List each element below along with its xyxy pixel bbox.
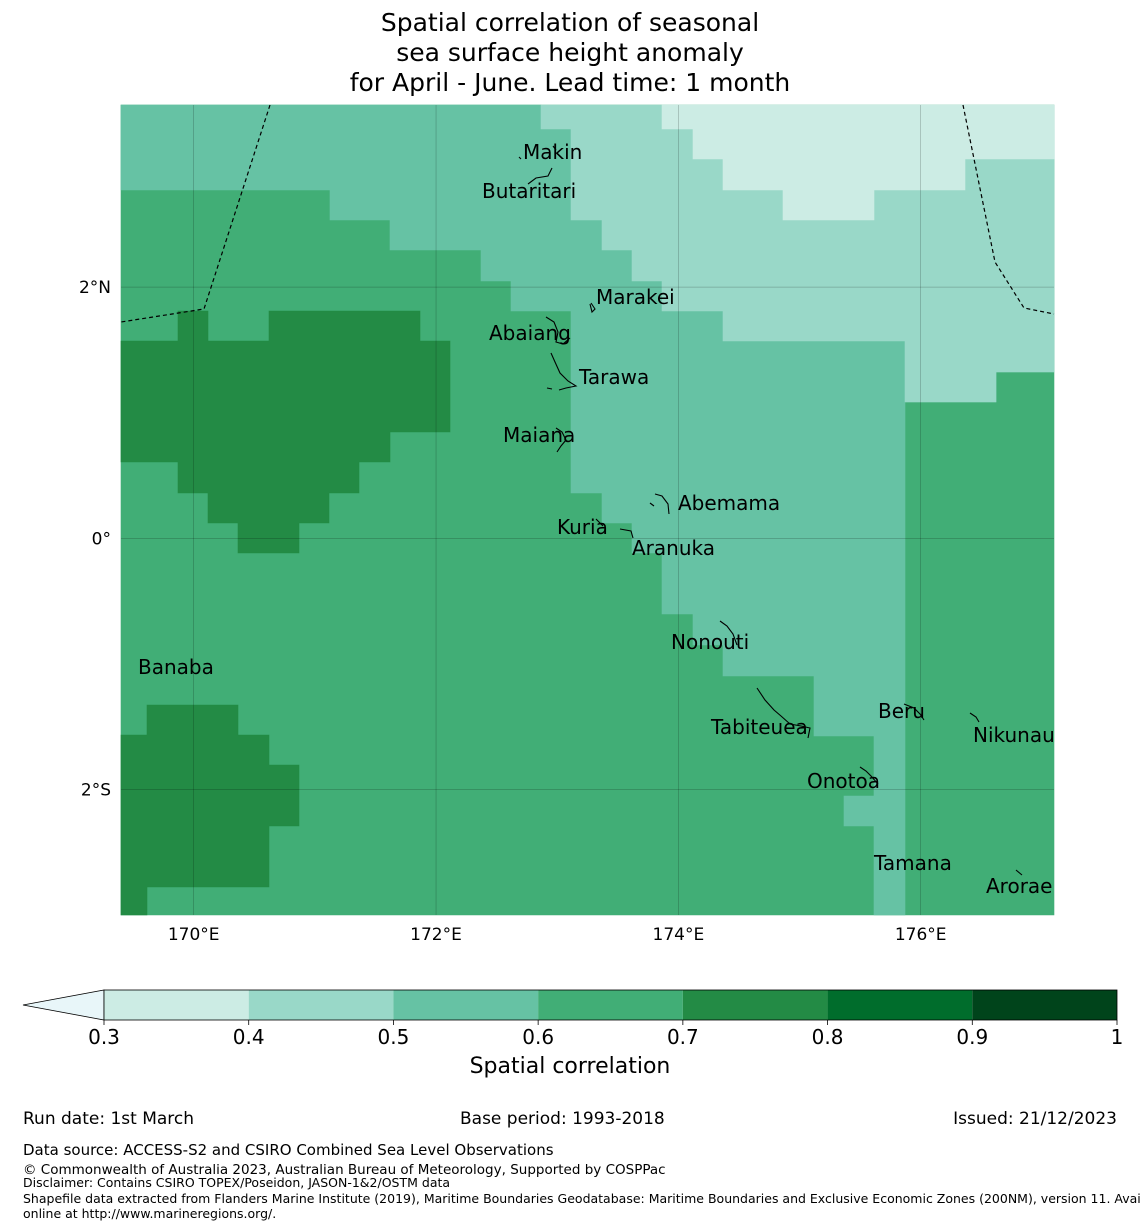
lon-tick-label: 176°E bbox=[895, 925, 947, 945]
colorbar-tick-label: 0.7 bbox=[667, 1025, 699, 1049]
colorbar-tick-label: 1 bbox=[1111, 1025, 1124, 1049]
island-labels: Makin Butaritari Marakei Abaiang Tarawa Maian… bbox=[138, 140, 1055, 898]
island-coastline bbox=[649, 502, 655, 507]
colorbar-tick-label: 0.5 bbox=[378, 1025, 410, 1049]
lat-tick-label: 2°N bbox=[79, 278, 111, 298]
island-coastline bbox=[518, 156, 522, 160]
lat-tick-label: 2°S bbox=[81, 780, 111, 800]
island-label: Marakei bbox=[596, 285, 675, 309]
lon-tick-label: 172°E bbox=[410, 925, 462, 945]
island-coastline bbox=[756, 687, 811, 739]
map-title-line-3: for April - June. Lead time: 1 month bbox=[349, 68, 791, 97]
colorbar-tick-label: 0.3 bbox=[88, 1025, 120, 1049]
island-coastline bbox=[859, 766, 879, 785]
colorbar-tick-label: 0.6 bbox=[522, 1025, 554, 1049]
island-label: Beru bbox=[878, 699, 925, 723]
island-coastline bbox=[903, 703, 925, 721]
island-label: Banaba bbox=[138, 655, 214, 679]
colorbar-swatch bbox=[682, 990, 828, 1020]
colorbar-swatch bbox=[538, 990, 683, 1020]
correlation-map: Makin Butaritari Marakei Abaiang Tarawa Maian… bbox=[79, 104, 1055, 945]
lat-tick-label: 0° bbox=[92, 529, 111, 549]
island-label: Tabiteuea bbox=[710, 715, 808, 739]
island-coastline bbox=[589, 302, 596, 314]
data-source: Data source: ACCESS-S2 and CSIRO Combine… bbox=[23, 1141, 554, 1159]
island-label: Nikunau bbox=[973, 723, 1055, 747]
island-coastline bbox=[1015, 869, 1023, 876]
colorbar-swatch bbox=[104, 990, 249, 1020]
island-coastline bbox=[654, 493, 670, 515]
island-label: Tamana bbox=[873, 851, 952, 875]
colorbar-tick-label: 0.4 bbox=[233, 1025, 265, 1049]
colorbar-swatch bbox=[972, 990, 1117, 1020]
colorbar-frame bbox=[103, 989, 1118, 1021]
island-coastline bbox=[545, 316, 571, 345]
island-label: Kuria bbox=[557, 515, 608, 539]
island-label: Makin bbox=[523, 140, 582, 164]
colorbar-swatch bbox=[393, 990, 539, 1020]
island-label: Butaritari bbox=[482, 179, 576, 203]
eez-boundary-line bbox=[962, 104, 1055, 315]
base-period: Base period: 1993-2018 bbox=[460, 1109, 665, 1129]
map-title-line-2: sea surface height anomaly bbox=[396, 38, 744, 67]
colorbar: 0.3 0.4 0.5 0.6 0.7 0.8 0.9 1 bbox=[22, 989, 1124, 1049]
island-label: Abemama bbox=[678, 491, 780, 515]
colorbar-under-extension bbox=[22, 989, 105, 1021]
island-coastline bbox=[595, 518, 604, 527]
island-label: Abaiang bbox=[489, 321, 571, 345]
axis-tick-labels: 170°E 172°E 174°E 176°E 2°N 0° 2°S bbox=[79, 278, 947, 945]
colorbar-tick-label: 0.9 bbox=[956, 1025, 988, 1049]
run-date: Run date: 1st March bbox=[23, 1109, 195, 1129]
colorbar-swatch bbox=[827, 990, 973, 1020]
map-title-line-1: Spatial correlation of seasonal bbox=[380, 8, 760, 37]
lon-tick-label: 174°E bbox=[653, 925, 705, 945]
colorbar-tick-label: 0.8 bbox=[812, 1025, 844, 1049]
island-coastline bbox=[546, 387, 553, 390]
island-coastline bbox=[969, 712, 980, 723]
island-coastline bbox=[527, 167, 553, 185]
island-label: Tarawa bbox=[578, 365, 649, 389]
colorbar-label: Spatial correlation bbox=[469, 1054, 671, 1079]
shapefile-credit-1: Shapefile data extracted from Flanders M… bbox=[23, 1191, 1140, 1206]
island-label: Maiana bbox=[503, 423, 575, 447]
copyright: © Commonwealth of Australia 2023, Austra… bbox=[23, 1162, 666, 1178]
island-label: Nonouti bbox=[671, 630, 749, 654]
correlation-cells bbox=[120, 104, 1055, 916]
island-coastline bbox=[550, 352, 578, 391]
island-coastlines bbox=[518, 145, 1023, 876]
island-label: Arorae bbox=[986, 874, 1052, 898]
island-coastline bbox=[719, 620, 738, 646]
shapefile-credit-2: online at http://www.marineregions.org/. bbox=[23, 1206, 277, 1221]
issued-date: Issued: 21/12/2023 bbox=[953, 1109, 1117, 1129]
disclaimer: Disclaimer: Contains CSIRO TOPEX/Poseido… bbox=[23, 1175, 451, 1190]
island-coastline bbox=[552, 145, 557, 151]
eez-boundary-line bbox=[120, 104, 271, 323]
lon-tick-label: 170°E bbox=[168, 925, 220, 945]
island-coastline bbox=[555, 427, 567, 453]
map-gridlines bbox=[121, 105, 1054, 915]
island-label: Aranuka bbox=[632, 536, 715, 560]
eez-boundaries bbox=[120, 104, 1055, 323]
island-label: Onotoa bbox=[807, 769, 880, 793]
colorbar-swatch bbox=[248, 990, 394, 1020]
island-coastline bbox=[619, 528, 634, 539]
